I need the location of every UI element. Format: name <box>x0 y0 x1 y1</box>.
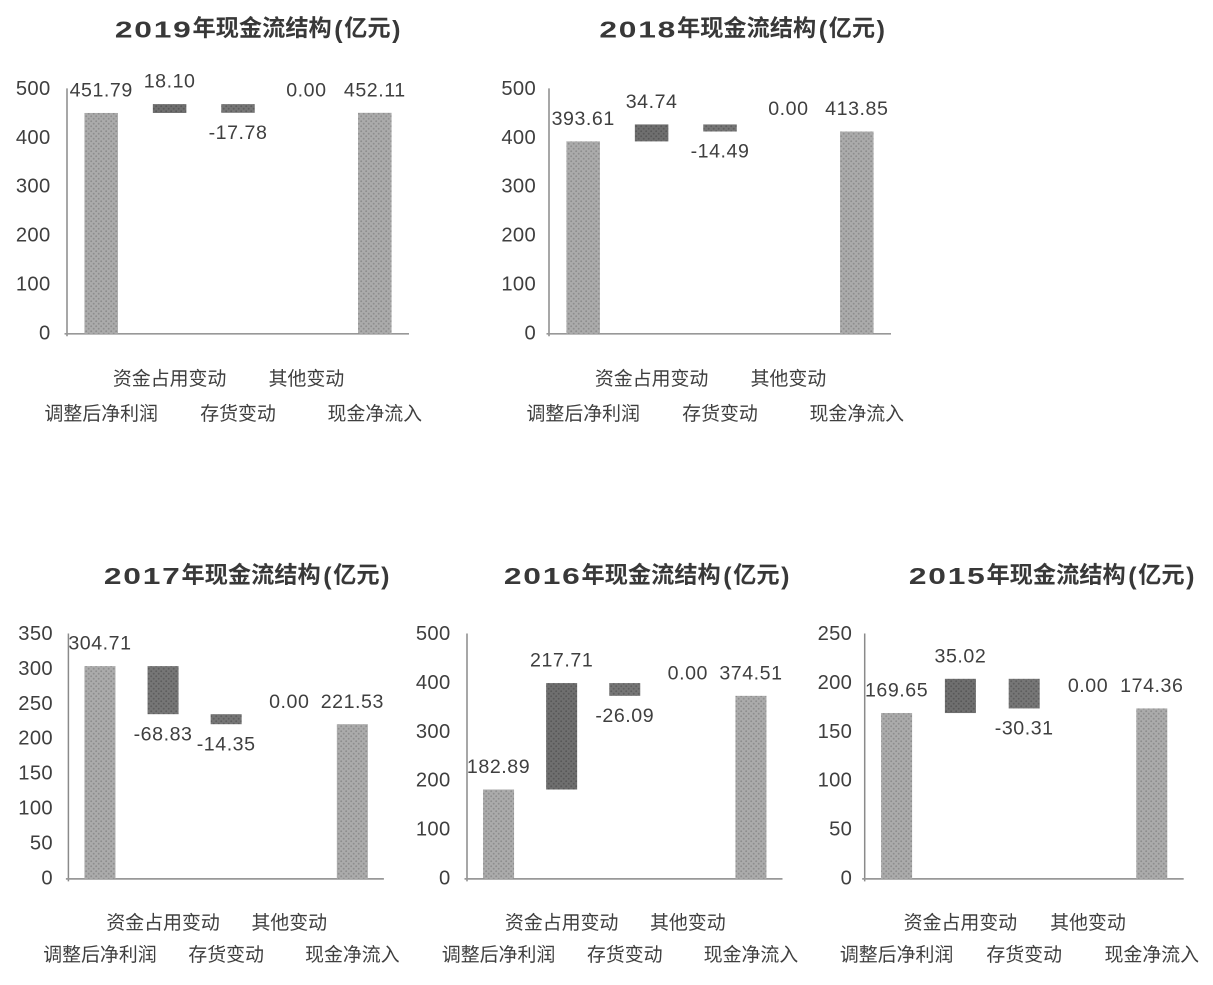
svg-text:400: 400 <box>416 672 451 694</box>
svg-text:0.00: 0.00 <box>668 662 708 684</box>
svg-text:0: 0 <box>439 867 451 889</box>
svg-text:0.00: 0.00 <box>1068 675 1108 697</box>
svg-text:400: 400 <box>501 127 536 149</box>
svg-text:35.02: 35.02 <box>935 645 987 667</box>
svg-text:150: 150 <box>18 763 53 785</box>
svg-text:18.10: 18.10 <box>144 71 196 93</box>
svg-text:-14.49: -14.49 <box>691 141 750 163</box>
svg-text:413.85: 413.85 <box>825 98 888 120</box>
svg-text:-30.31: -30.31 <box>995 718 1054 740</box>
svg-text:500: 500 <box>416 623 451 645</box>
svg-text:500: 500 <box>501 78 536 100</box>
svg-text:221.53: 221.53 <box>321 691 384 713</box>
svg-text:0.00: 0.00 <box>286 79 326 101</box>
svg-text:-26.09: -26.09 <box>595 705 654 727</box>
svg-text:304.71: 304.71 <box>68 633 131 655</box>
svg-text:2017: 2017 <box>104 563 182 589</box>
svg-text:2018: 2018 <box>599 16 677 42</box>
svg-text:200: 200 <box>18 728 53 750</box>
svg-text:174.36: 174.36 <box>1120 675 1183 697</box>
svg-text:(: ( <box>819 16 828 44</box>
svg-text:0: 0 <box>841 867 853 889</box>
svg-text:(: ( <box>334 16 343 44</box>
svg-text:50: 50 <box>30 832 53 854</box>
svg-text:0: 0 <box>41 867 53 889</box>
svg-text:300: 300 <box>501 176 536 198</box>
svg-text:100: 100 <box>818 770 853 792</box>
svg-text:300: 300 <box>16 176 51 198</box>
svg-text:(: ( <box>1128 563 1137 591</box>
svg-text:200: 200 <box>501 225 536 247</box>
svg-text:): ) <box>381 563 389 591</box>
svg-text:150: 150 <box>818 721 853 743</box>
svg-text:100: 100 <box>501 273 536 295</box>
svg-text:182.89: 182.89 <box>467 756 530 778</box>
svg-text:200: 200 <box>818 672 853 694</box>
svg-text:-14.35: -14.35 <box>197 733 256 755</box>
svg-text:300: 300 <box>18 658 53 680</box>
svg-text:0.00: 0.00 <box>768 98 808 120</box>
svg-text:2019: 2019 <box>115 16 193 42</box>
svg-text:50: 50 <box>829 819 852 841</box>
svg-text:2016: 2016 <box>504 563 582 589</box>
svg-text:451.79: 451.79 <box>70 80 133 102</box>
svg-text:350: 350 <box>18 623 53 645</box>
svg-text:200: 200 <box>416 770 451 792</box>
svg-text:-68.83: -68.83 <box>134 723 193 745</box>
svg-text:250: 250 <box>18 693 53 715</box>
svg-text:2015: 2015 <box>909 563 987 589</box>
svg-text:): ) <box>392 16 400 44</box>
svg-text:): ) <box>877 16 885 44</box>
svg-text:-17.78: -17.78 <box>209 122 268 144</box>
svg-text:0: 0 <box>39 322 51 344</box>
svg-text:(: ( <box>723 563 732 591</box>
svg-text:100: 100 <box>16 273 51 295</box>
svg-text:217.71: 217.71 <box>530 650 593 672</box>
svg-text:0.00: 0.00 <box>269 691 309 713</box>
svg-text:0: 0 <box>524 322 536 344</box>
svg-text:): ) <box>781 563 789 591</box>
svg-text:393.61: 393.61 <box>552 108 615 130</box>
svg-text:500: 500 <box>16 78 51 100</box>
svg-text:100: 100 <box>416 819 451 841</box>
svg-text:374.51: 374.51 <box>719 662 782 684</box>
svg-text:400: 400 <box>16 127 51 149</box>
svg-text:): ) <box>1186 563 1194 591</box>
svg-text:300: 300 <box>416 721 451 743</box>
svg-text:(: ( <box>323 563 332 591</box>
svg-text:100: 100 <box>18 798 53 820</box>
svg-text:250: 250 <box>818 623 853 645</box>
svg-text:452.11: 452.11 <box>344 79 406 101</box>
svg-text:34.74: 34.74 <box>626 91 678 113</box>
svg-text:169.65: 169.65 <box>865 680 928 702</box>
svg-text:200: 200 <box>16 225 51 247</box>
